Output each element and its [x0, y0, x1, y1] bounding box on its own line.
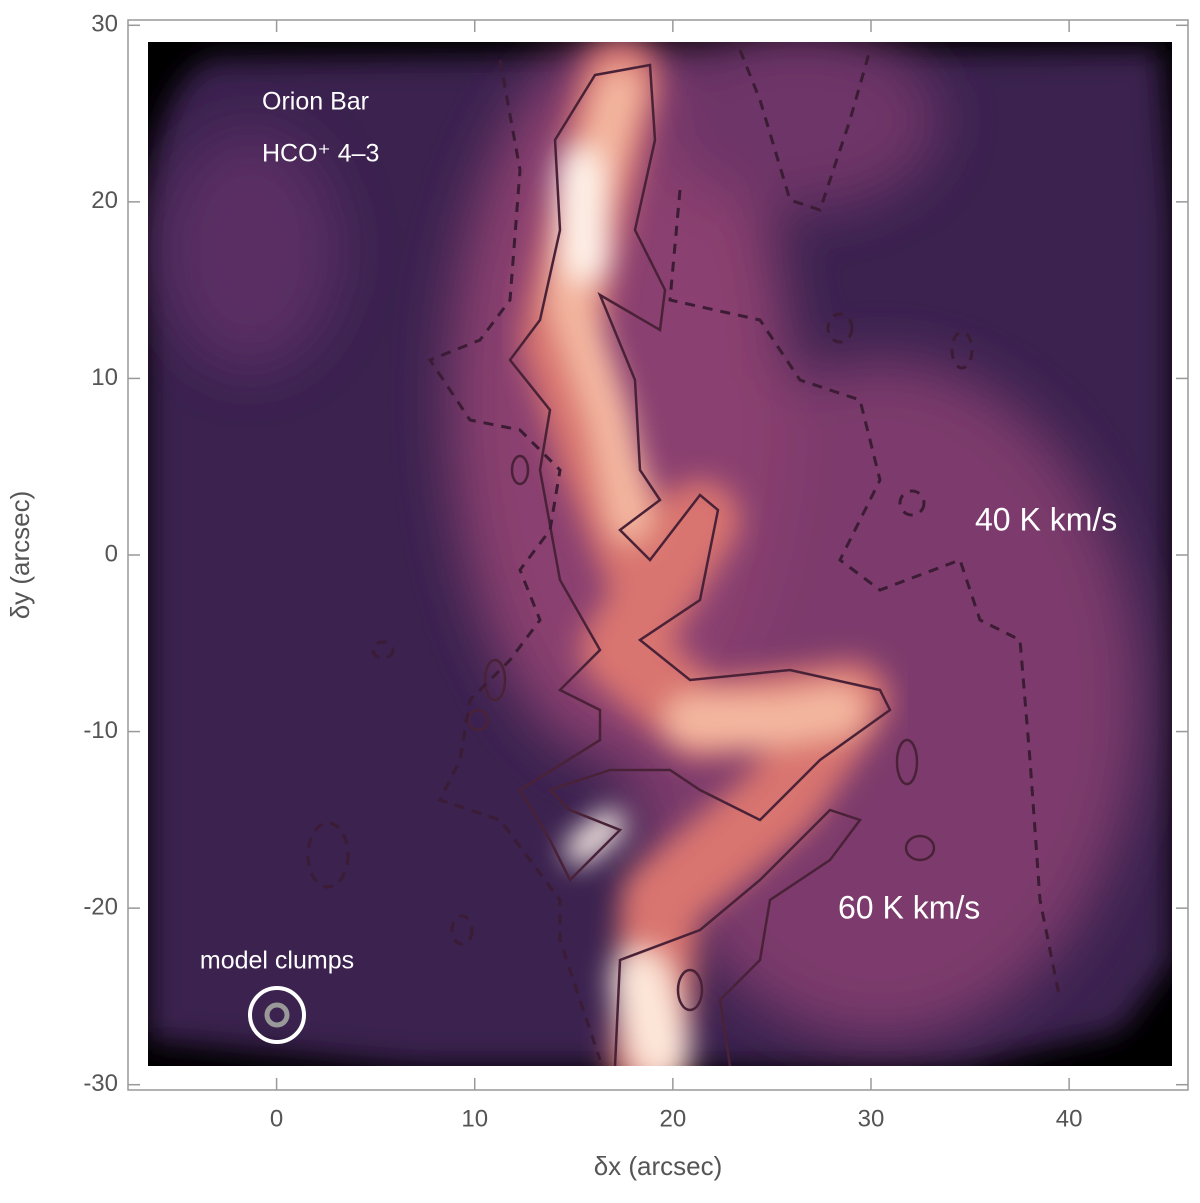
annotation: HCO⁺ 4–3	[262, 140, 379, 168]
y-axis-label: δy (arcsec)	[5, 491, 35, 620]
y-tick-label: 30	[91, 11, 118, 38]
x-tick-label: 40	[1056, 1105, 1083, 1132]
annotation: Orion Bar	[262, 88, 369, 116]
x-tick-label: 0	[270, 1105, 283, 1132]
x-tick-label: 10	[461, 1105, 488, 1132]
contour-label: 40 K km/s	[975, 501, 1117, 537]
x-tick-label: 20	[660, 1105, 687, 1132]
y-tick-label: -30	[83, 1070, 118, 1097]
y-tick-label: 20	[91, 187, 118, 214]
annotation: model clumps	[200, 947, 354, 975]
intensity-map	[148, 42, 1172, 1066]
contour-label: 60 K km/s	[838, 889, 980, 925]
x-axis-label: δx (arcsec)	[594, 1151, 723, 1181]
y-tick-label: -20	[83, 893, 118, 920]
y-tick-label: 0	[105, 540, 118, 567]
y-tick-label: -10	[83, 717, 118, 744]
y-tick-label: 10	[91, 364, 118, 391]
x-tick-label: 30	[858, 1105, 885, 1132]
